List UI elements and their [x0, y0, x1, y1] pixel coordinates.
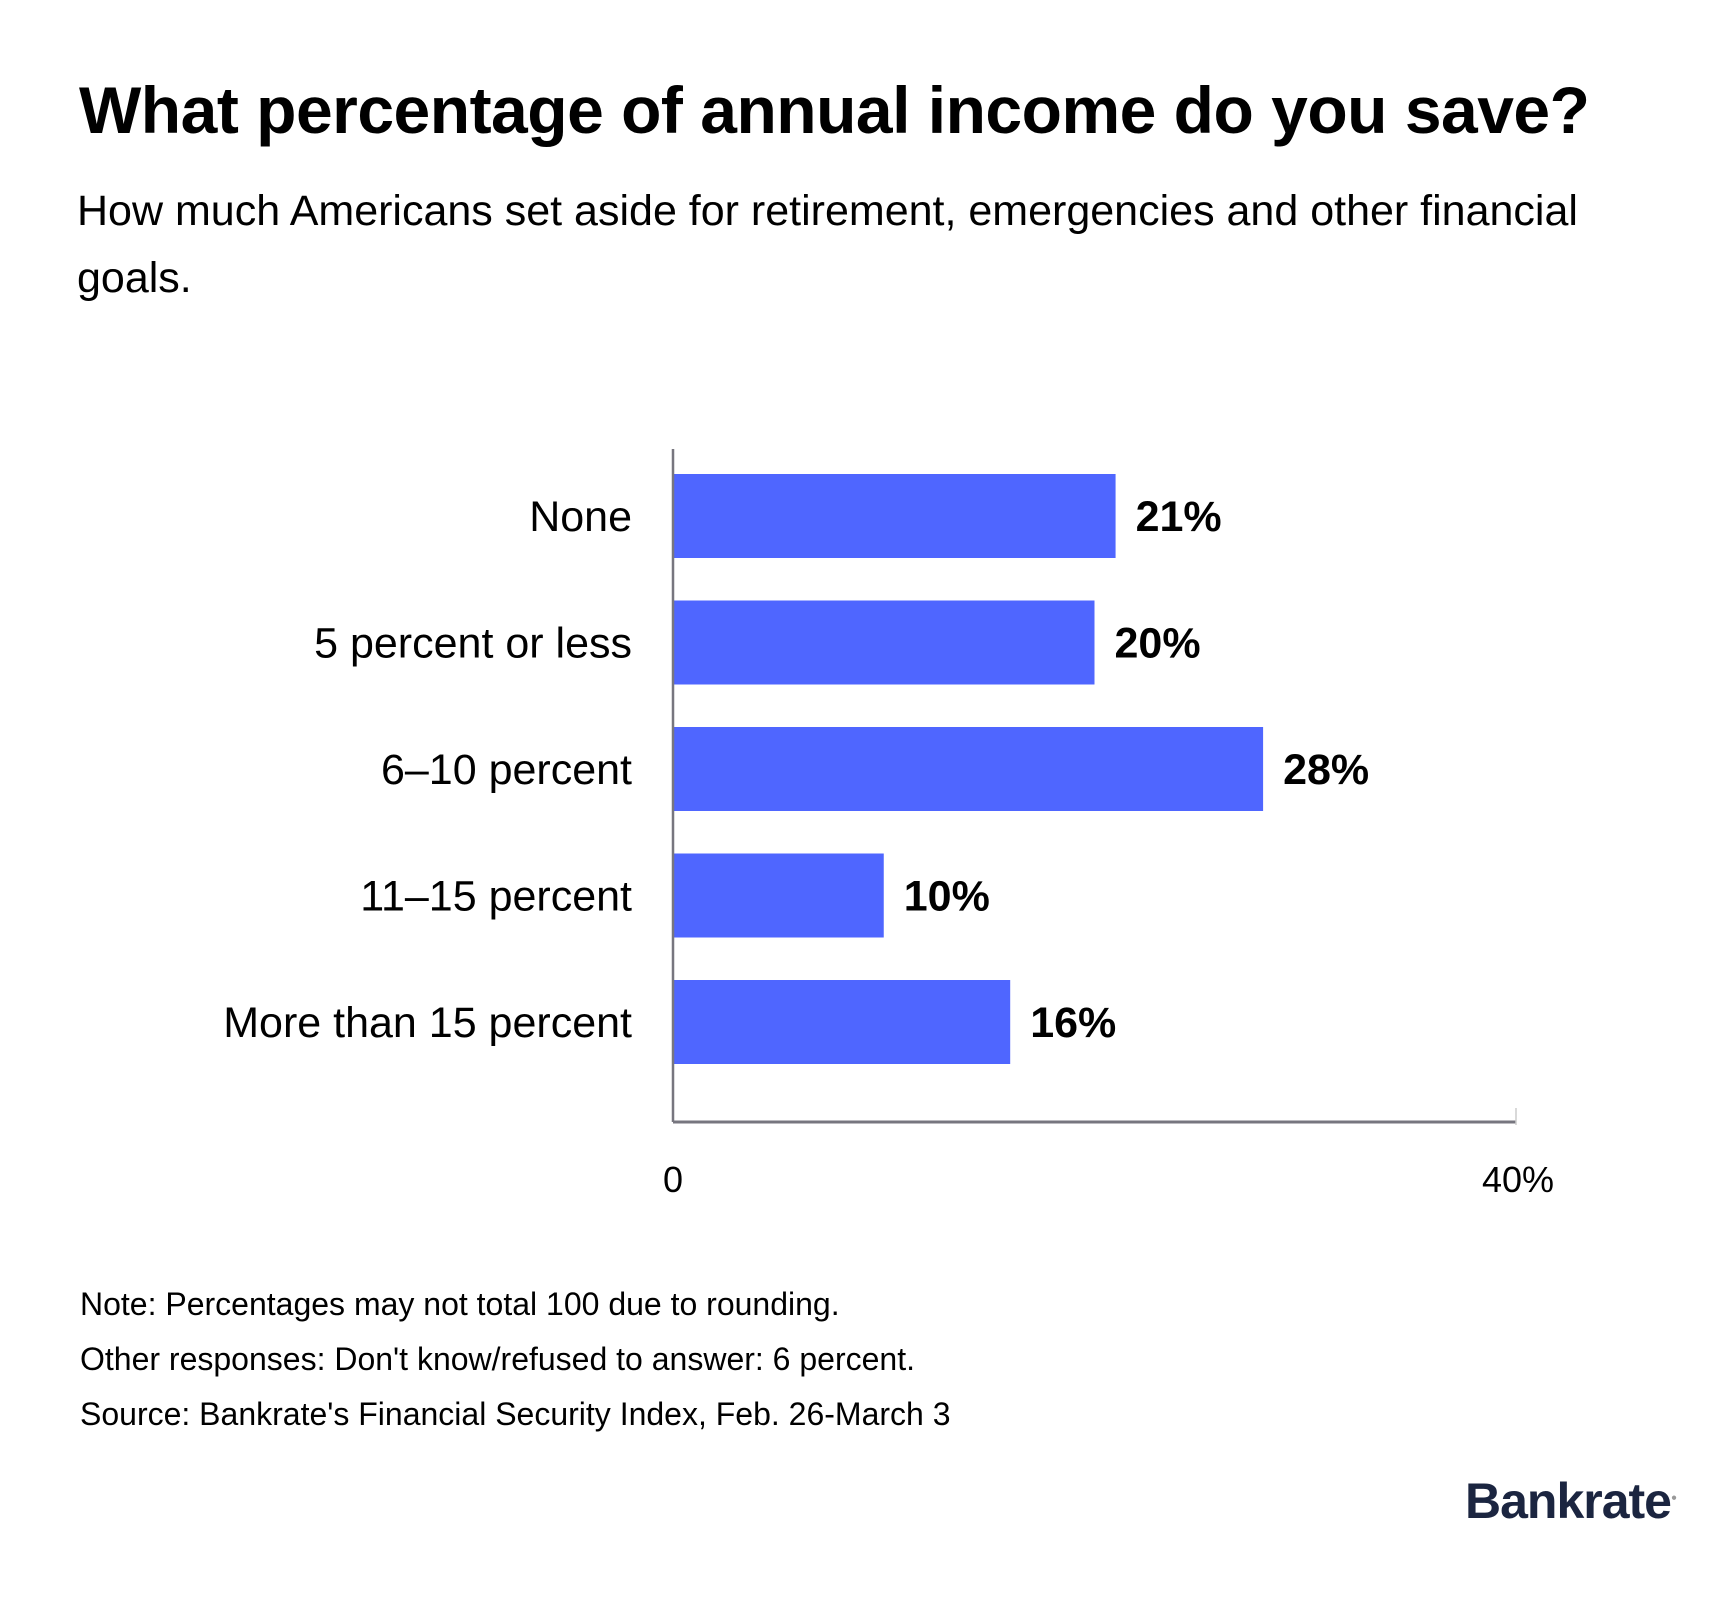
bar: [673, 600, 1095, 685]
data-label: 20%: [1115, 620, 1201, 668]
bar-chart: None 21% 5 percent or less 20% 6–10 percent 2…: [223, 449, 1554, 1200]
bar: [673, 727, 1264, 811]
data-label: 21%: [1136, 493, 1222, 541]
note-other-responses: Other responses: Don't know/refused to a…: [80, 1341, 915, 1377]
category-label: More than 15 percent: [223, 999, 632, 1047]
x-tick-label: 0: [663, 1159, 683, 1200]
data-label: 28%: [1283, 746, 1369, 794]
logo-text: Bankrate: [1465, 1473, 1672, 1529]
category-label: 6–10 percent: [381, 746, 632, 794]
category-label: None: [529, 493, 632, 541]
data-label: 16%: [1030, 999, 1116, 1047]
bar: [673, 980, 1011, 1064]
category-label: 5 percent or less: [314, 620, 632, 668]
chart-subtitle: How much Americans set aside for retirem…: [77, 187, 1578, 302]
x-tick-label: 40%: [1482, 1159, 1554, 1200]
note-source: Source: Bankrate's Financial Security In…: [80, 1396, 951, 1432]
category-label: 11–15 percent: [360, 873, 632, 921]
bar: [673, 474, 1116, 558]
chart-title: What percentage of annual income do you …: [79, 73, 1590, 147]
note-rounding: Note: Percentages may not total 100 due …: [80, 1286, 840, 1322]
bankrate-logo: Bankrate●: [1465, 1473, 1677, 1529]
data-label: 10%: [904, 873, 990, 921]
bar: [673, 853, 884, 938]
